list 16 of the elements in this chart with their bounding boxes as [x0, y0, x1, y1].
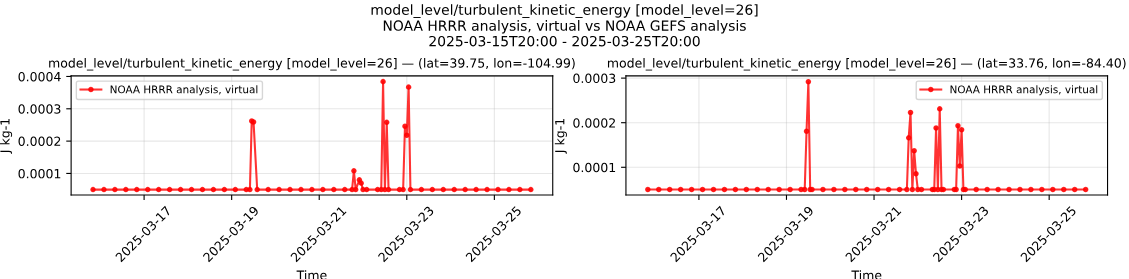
legend-label: NOAA HRRR analysis, virtual [950, 85, 1098, 96]
chart-title: model_level/turbulent_kinetic_energy [model_level=26] — (lat=33.76, lon=-84.40) [607, 58, 1126, 71]
y-axis-title: J kg-1 [0, 118, 13, 154]
y-tick-label: 0.0002 [18, 136, 61, 147]
y-tick-label: 0.0003 [18, 104, 61, 114]
y-tick-label: 0.0002 [573, 118, 615, 128]
x-axis-title: Time [851, 270, 882, 279]
x-axis-title: Time [296, 270, 327, 279]
legend-label: NOAA HRRR analysis, virtual [110, 85, 258, 96]
chart-title: model_level/turbulent_kinetic_energy [model_level=26] — (lat=39.75, lon=-104.99) [49, 58, 575, 71]
y-tick-label: 0.0004 [18, 71, 61, 82]
y-tick-label: 0.0003 [573, 73, 616, 84]
y-axis-title: J kg-1 [554, 118, 567, 154]
y-tick-label: 0.0001 [18, 168, 61, 179]
y-tick-label: 0.0001 [573, 162, 616, 173]
text: model_level/turbulent_kinetic_energy [model_level=26] NOAA HRRR analysis, virtual vs NOAA GEFS analysis 2025-03-15T20:00 - 2025-03-25T20:00 [371, 4, 758, 47]
